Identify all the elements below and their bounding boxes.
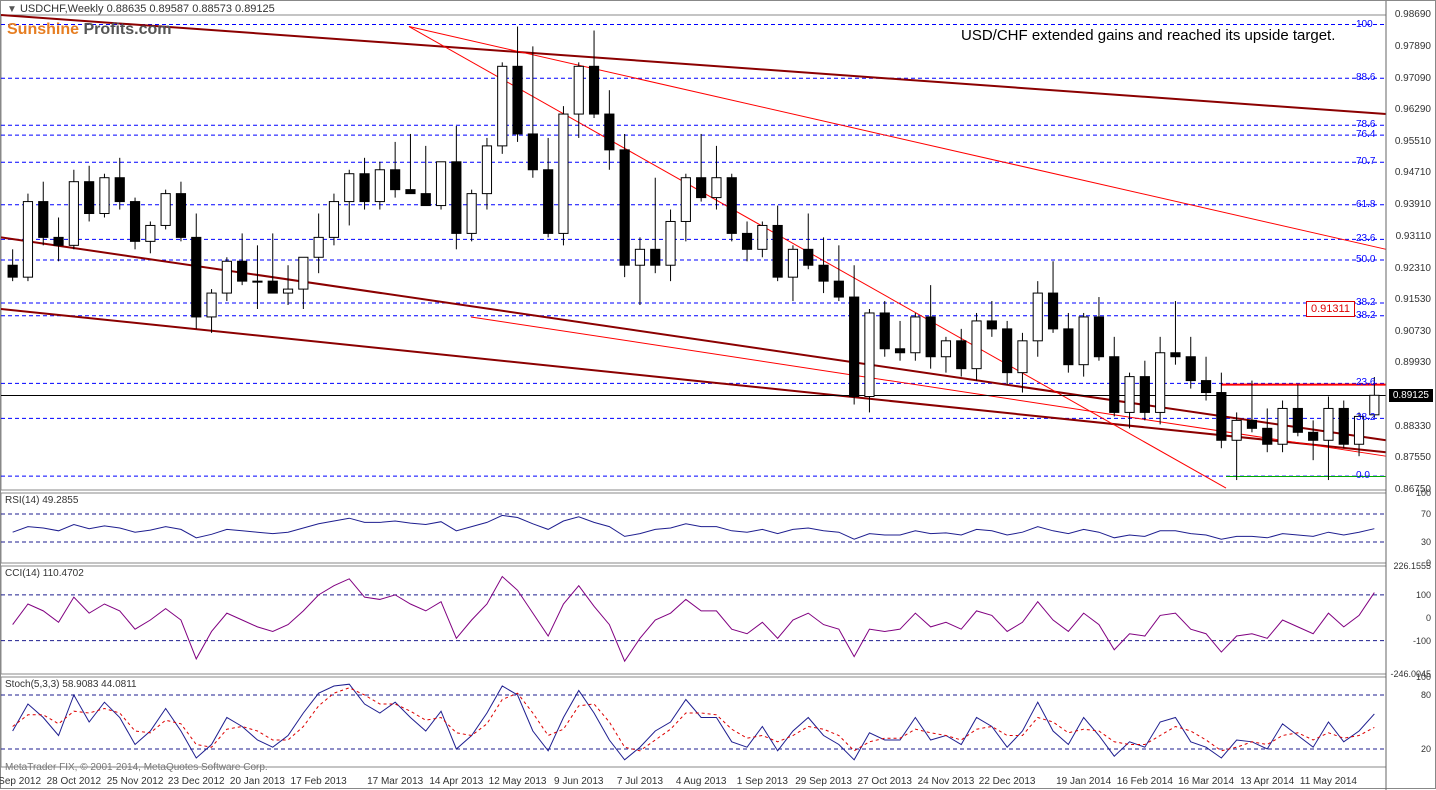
y-axis-label: 0.92310 xyxy=(1395,263,1431,274)
x-axis-label: 24 Nov 2013 xyxy=(918,776,975,787)
symbol-timeframe: USDCHF,Weekly xyxy=(20,3,104,15)
y-axis-label: 0.93110 xyxy=(1396,231,1431,242)
chart-header: ▼ USDCHF,Weekly 0.88635 0.89587 0.88573 … xyxy=(7,3,275,15)
x-axis-label: 29 Sep 2013 xyxy=(795,776,852,787)
fib-label: 100 xyxy=(1356,19,1373,30)
indicator-tick: 20 xyxy=(1421,744,1431,754)
chart-container: ▼ USDCHF,Weekly 0.88635 0.89587 0.88573 … xyxy=(0,0,1436,789)
indicator-tick: 70 xyxy=(1421,509,1431,519)
y-axis-label: 0.96290 xyxy=(1395,104,1431,115)
indicator-label: Stoch(5,3,3) 58.9083 44.0811 xyxy=(5,679,137,690)
x-axis-label: 23 Dec 2012 xyxy=(168,776,225,787)
y-axis-label: 0.94710 xyxy=(1395,167,1431,178)
x-axis-label: 13 Apr 2014 xyxy=(1240,776,1294,787)
y-axis-label: 0.90730 xyxy=(1395,326,1431,337)
red-price-box: 0.91311 xyxy=(1306,301,1355,317)
indicator-tick: 80 xyxy=(1421,690,1431,700)
indicator-tick: 30 xyxy=(1421,537,1431,547)
indicator-tick: 0 xyxy=(1426,613,1431,623)
indicator-tick: 100 xyxy=(1416,590,1431,600)
x-axis-label: 12 May 2013 xyxy=(489,776,547,787)
y-axis-label: 0.87550 xyxy=(1395,452,1431,463)
y-axis-label: 0.89930 xyxy=(1395,357,1431,368)
indicator-label: RSI(14) 49.2855 xyxy=(5,495,78,506)
y-axis-label: 0.97890 xyxy=(1395,41,1431,52)
x-axis-label: 1 Sep 2013 xyxy=(737,776,788,787)
y-axis-label: 0.98690 xyxy=(1395,9,1431,20)
fib-label: 23.6 xyxy=(1356,233,1375,244)
x-axis-label: 19 Jan 2014 xyxy=(1056,776,1111,787)
x-axis-label: 28 Oct 2012 xyxy=(47,776,101,787)
indicator-label: CCI(14) 110.4702 xyxy=(5,568,84,579)
watermark-sunshine: Sunshine xyxy=(7,21,79,38)
dropdown-icon[interactable]: ▼ xyxy=(7,4,17,15)
fib-label: 38.2 xyxy=(1356,310,1375,321)
y-axis-label: 0.91530 xyxy=(1395,294,1431,305)
y-axis-label: 0.97090 xyxy=(1395,73,1431,84)
fib-label: 38.2 xyxy=(1356,412,1375,423)
x-axis-label: 20 Jan 2013 xyxy=(230,776,285,787)
x-axis-label: 16 Feb 2014 xyxy=(1117,776,1173,787)
x-axis-label: 11 May 2014 xyxy=(1300,776,1357,787)
y-axis-label: 0.93910 xyxy=(1395,199,1431,210)
current-price-box: 0.89125 xyxy=(1389,389,1433,402)
x-axis-label: 27 Oct 2013 xyxy=(858,776,912,787)
x-axis-label: 30 Sep 2012 xyxy=(0,776,41,787)
x-axis-label: 9 Jun 2013 xyxy=(554,776,604,787)
x-axis-label: 16 Mar 2014 xyxy=(1178,776,1234,787)
fib-label: 76.4 xyxy=(1356,129,1375,140)
fib-label: 23.6 xyxy=(1356,377,1375,388)
chart-annotation: USD/CHF extended gains and reached its u… xyxy=(961,27,1335,44)
ohlc-values: 0.88635 0.89587 0.88573 0.89125 xyxy=(107,3,275,15)
fib-label: 38.2 xyxy=(1356,297,1375,308)
fib-label: 50.0 xyxy=(1356,254,1375,265)
x-axis-label: 4 Aug 2013 xyxy=(676,776,727,787)
indicator-tick: -100 xyxy=(1413,636,1431,646)
fib-label: 70.7 xyxy=(1356,156,1375,167)
x-axis-label: 7 Jul 2013 xyxy=(617,776,663,787)
watermark: Sunshine Profits.com xyxy=(7,21,171,39)
y-axis-label: 0.88330 xyxy=(1395,421,1431,432)
chart-svg[interactable] xyxy=(1,1,1436,790)
watermark-profits: Profits.com xyxy=(79,21,171,38)
x-axis-label: 17 Feb 2013 xyxy=(291,776,347,787)
y-axis-label: 0.95510 xyxy=(1395,136,1431,147)
x-axis-label: 14 Apr 2013 xyxy=(429,776,483,787)
indicator-tick: 226.1555 xyxy=(1393,561,1431,571)
x-axis-label: 25 Nov 2012 xyxy=(107,776,164,787)
fib-label: 88.6 xyxy=(1356,72,1375,83)
fib-label: 61.8 xyxy=(1356,199,1375,210)
x-axis-label: 17 Mar 2013 xyxy=(367,776,423,787)
copyright: MetaTrader FIX, © 2001-2014, MetaQuotes … xyxy=(5,762,268,773)
indicator-tick: 100 xyxy=(1416,488,1431,498)
x-axis-label: 22 Dec 2013 xyxy=(979,776,1036,787)
indicator-tick: 100 xyxy=(1416,672,1431,682)
fib-label: 0.0 xyxy=(1356,470,1370,481)
